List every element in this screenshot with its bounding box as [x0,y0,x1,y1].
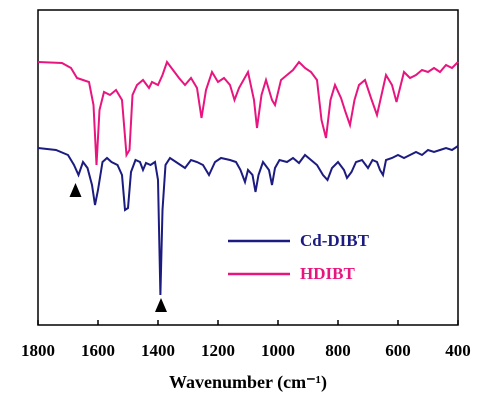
x-tick-label: 1200 [201,341,235,360]
peak-marker [155,298,167,312]
x-tick-label: 600 [385,341,411,360]
x-tick-label: 800 [325,341,351,360]
x-tick-label: 1800 [21,341,55,360]
x-tick-label: 1000 [261,341,295,360]
spectrum-line [37,59,459,166]
plot-frame [37,9,459,326]
x-tick-label: 400 [445,341,471,360]
x-axis-title: Wavenumber (cm⁻¹) [169,372,327,393]
spectrum-line [37,145,459,296]
legend-label: HDIBT [300,264,355,283]
peak-marker [69,183,82,197]
x-tick-label: 1400 [141,341,175,360]
legend-label: Cd-DIBT [300,231,370,250]
x-tick-label: 1600 [81,341,115,360]
